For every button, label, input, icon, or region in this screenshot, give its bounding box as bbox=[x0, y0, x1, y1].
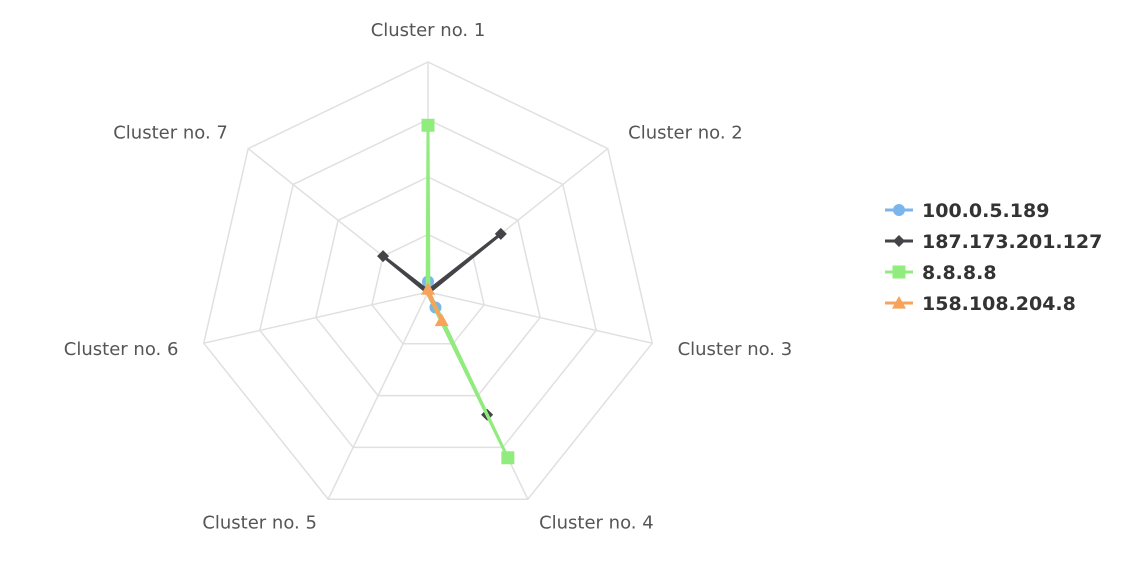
axis-label-cluster-7: Cluster no. 7 bbox=[113, 122, 228, 143]
data-point-series-3-cluster-1[interactable] bbox=[421, 118, 435, 132]
data-point-series-2-cluster-7[interactable] bbox=[377, 250, 390, 263]
grid-ring-1 bbox=[371, 233, 485, 345]
grid-spoke-5 bbox=[327, 291, 429, 500]
legend-label-2: 187.173.201.127 bbox=[922, 231, 1102, 253]
axis-label-cluster-3: Cluster no. 3 bbox=[678, 339, 793, 360]
legend-label-1: 100.0.5.189 bbox=[922, 200, 1049, 222]
legend-marker-2[interactable] bbox=[893, 235, 905, 247]
legend-marker-3[interactable] bbox=[892, 265, 906, 279]
legend: 100.0.5.189 187.173.201.127 8.8.8.8 158.108… bbox=[885, 200, 1102, 315]
legend-item-1[interactable]: 100.0.5.189 bbox=[885, 200, 1049, 222]
legend-item-3[interactable]: 8.8.8.8 bbox=[885, 262, 997, 284]
axis-labels: Cluster no. 1 Cluster no. 2 Cluster no. 3 C… bbox=[64, 20, 792, 534]
legend-label-4: 158.108.204.8 bbox=[922, 293, 1076, 315]
axis-label-cluster-4: Cluster no. 4 bbox=[539, 513, 654, 534]
legend-label-3: 8.8.8.8 bbox=[922, 262, 997, 284]
legend-item-4[interactable]: 158.108.204.8 bbox=[885, 293, 1076, 315]
grid-ring-4 bbox=[202, 61, 654, 500]
grid-ring-2 bbox=[315, 176, 541, 397]
series-layer bbox=[377, 118, 515, 465]
axis-label-cluster-5: Cluster no. 5 bbox=[202, 513, 317, 534]
legend-marker-1[interactable] bbox=[893, 204, 905, 216]
data-point-series-4-cluster-1[interactable] bbox=[421, 282, 435, 295]
grid-ring-3 bbox=[259, 118, 597, 449]
axis-label-cluster-2: Cluster no. 2 bbox=[628, 122, 743, 143]
axis-label-cluster-1: Cluster no. 1 bbox=[371, 20, 486, 41]
data-point-series-2-cluster-2[interactable] bbox=[494, 227, 507, 240]
data-point-series-4-cluster-4[interactable] bbox=[434, 313, 449, 327]
grid-spoke-6 bbox=[203, 291, 429, 344]
data-point-series-3-cluster-4[interactable] bbox=[501, 451, 515, 465]
grid-spoke-3 bbox=[427, 291, 653, 344]
series-3 bbox=[421, 118, 515, 465]
series-line-3 bbox=[425, 123, 510, 460]
legend-marker-4[interactable] bbox=[892, 296, 906, 309]
legend-item-2[interactable]: 187.173.201.127 bbox=[885, 231, 1102, 253]
axis-label-cluster-6: Cluster no. 6 bbox=[64, 339, 179, 360]
series-4 bbox=[421, 282, 449, 327]
